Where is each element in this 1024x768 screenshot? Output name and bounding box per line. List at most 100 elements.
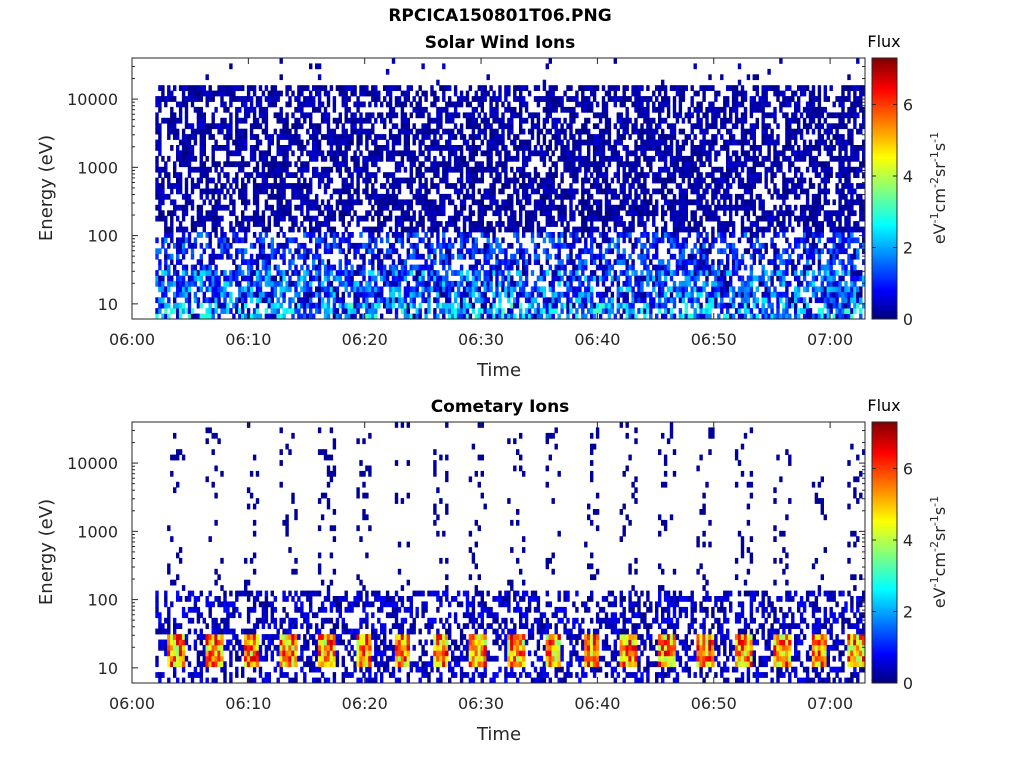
heatmap-cell — [388, 172, 393, 178]
heatmap-cell — [702, 253, 706, 260]
heatmap-cell — [598, 139, 603, 146]
heatmap-cell — [625, 155, 629, 162]
heatmap-cell — [359, 232, 363, 238]
heatmap-cell — [581, 259, 585, 265]
heatmap-cell — [332, 297, 337, 304]
heatmap-cell — [238, 150, 242, 157]
heatmap-cell — [678, 172, 683, 178]
heatmap-cell — [430, 259, 434, 265]
heatmap-cell — [592, 199, 597, 206]
heatmap-cell — [451, 280, 455, 287]
heatmap-cell — [471, 112, 476, 119]
heatmap-cell — [527, 226, 532, 233]
heatmap-cell — [276, 183, 280, 189]
heatmap-cell — [155, 123, 159, 130]
heatmap-cell — [282, 297, 286, 304]
heatmap-cell — [430, 242, 434, 249]
heatmap-cell — [702, 280, 706, 287]
heatmap-cell — [563, 145, 567, 151]
heatmap-cell — [524, 101, 529, 108]
heatmap-cell — [205, 215, 209, 222]
heatmap-cell — [391, 264, 396, 271]
heatmap-cell — [211, 291, 215, 298]
heatmap-cell — [581, 308, 585, 314]
heatmap-cell — [625, 259, 629, 265]
heatmap-cell — [610, 204, 615, 211]
heatmap-cell — [462, 161, 467, 168]
heatmap-cell — [388, 193, 393, 200]
heatmap-cell — [249, 145, 254, 151]
heatmap-cell — [388, 106, 393, 113]
heatmap-cell — [338, 313, 342, 320]
heatmap-cell — [424, 297, 428, 304]
heatmap-cell — [459, 128, 464, 135]
heatmap-cell — [560, 221, 564, 227]
heatmap-cell — [601, 297, 606, 304]
heatmap-cell — [501, 161, 505, 168]
heatmap-cell — [273, 183, 277, 189]
heatmap-cell — [181, 204, 186, 211]
heatmap-cell — [652, 221, 656, 227]
heatmap-cell — [238, 221, 242, 227]
heatmap-cell — [196, 183, 201, 189]
heatmap-cell — [616, 297, 620, 304]
heatmap-cell — [442, 232, 446, 238]
heatmap-cell — [276, 117, 280, 124]
heatmap-cell — [279, 286, 283, 293]
heatmap-cell — [433, 210, 437, 217]
heatmap-cell — [474, 313, 478, 320]
heatmap-cell — [406, 286, 410, 293]
heatmap-cell — [471, 134, 476, 140]
heatmap-cell — [486, 248, 490, 255]
heatmap-cell — [581, 199, 585, 206]
heatmap-cell — [492, 237, 496, 244]
heatmap-cell — [323, 106, 328, 113]
heatmap-cell — [193, 134, 198, 140]
heatmap-cell — [681, 172, 686, 178]
heatmap-cell — [238, 85, 242, 91]
heatmap-cell — [646, 172, 650, 178]
heatmap-cell — [533, 313, 538, 320]
heatmap-cell — [196, 106, 201, 113]
heatmap-cell — [323, 85, 328, 91]
heatmap-cell — [560, 275, 564, 282]
heatmap-cell — [241, 237, 245, 244]
heatmap-cell — [640, 183, 644, 189]
heatmap-cell — [607, 134, 612, 140]
heatmap-cell — [332, 128, 337, 135]
heatmap-cell — [326, 270, 331, 276]
heatmap-cell — [315, 106, 319, 113]
heatmap-cell — [362, 155, 366, 162]
heatmap-cell — [569, 297, 573, 304]
heatmap-cell — [445, 270, 449, 276]
heatmap-cell — [332, 286, 337, 293]
heatmap-cell — [421, 90, 425, 97]
heatmap-cell — [329, 139, 334, 146]
heatmap-cell — [631, 302, 635, 309]
heatmap-cell — [264, 112, 269, 119]
heatmap-cell — [448, 302, 452, 309]
heatmap-cell — [380, 264, 384, 271]
heatmap-cell — [341, 280, 345, 287]
heatmap-cell — [439, 204, 443, 211]
heatmap-cell — [214, 275, 218, 282]
heatmap-cell — [619, 232, 623, 238]
heatmap-cell — [365, 177, 369, 184]
heatmap-cell — [252, 150, 257, 157]
heatmap-cell — [173, 117, 177, 124]
heatmap-cell — [572, 242, 576, 249]
heatmap-cell — [468, 264, 473, 271]
heatmap-cell — [285, 90, 289, 97]
heatmap-cell — [297, 297, 301, 304]
heatmap-cell — [161, 155, 165, 162]
heatmap-cell — [374, 90, 378, 97]
heatmap-cell — [584, 155, 588, 162]
heatmap-cell — [666, 237, 671, 244]
heatmap-cell — [208, 237, 212, 244]
heatmap-cell — [563, 150, 567, 157]
heatmap-cell — [303, 166, 307, 173]
heatmap-cell — [178, 161, 183, 168]
heatmap-cell — [297, 145, 301, 151]
heatmap-cell — [522, 248, 526, 255]
heatmap-cell — [193, 221, 198, 227]
